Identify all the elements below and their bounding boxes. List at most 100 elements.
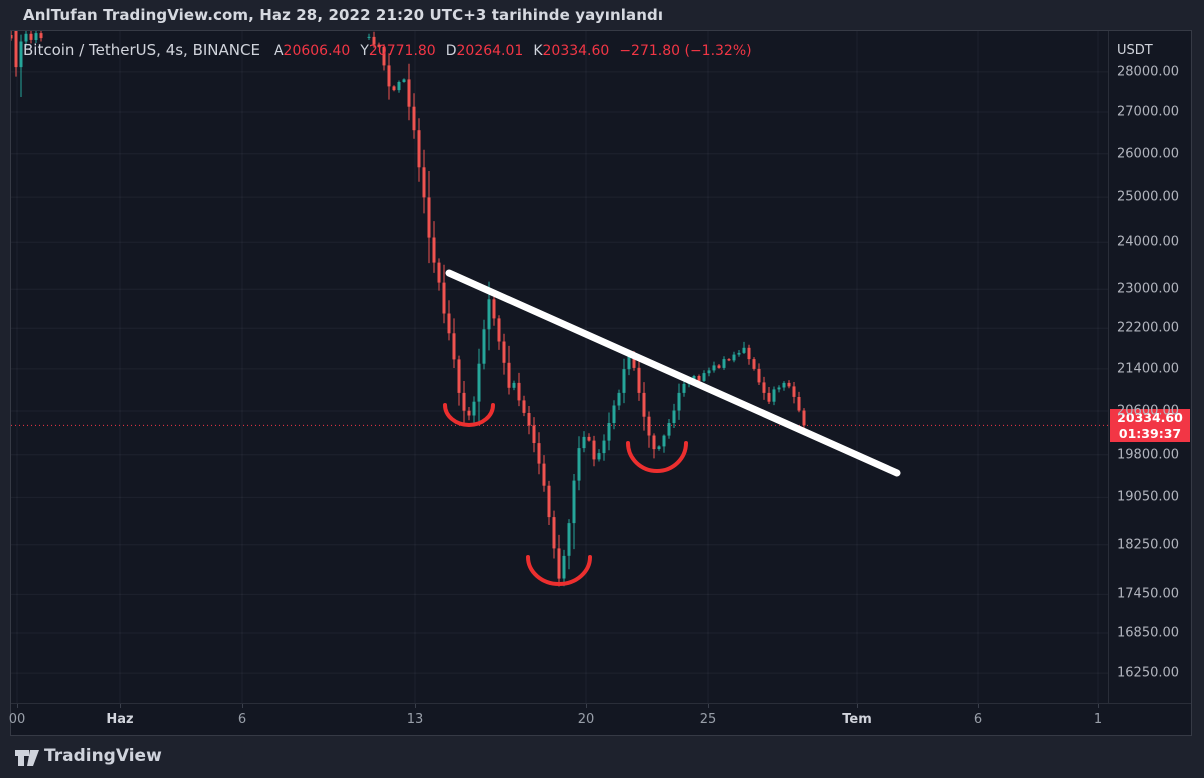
candle-body — [34, 33, 38, 40]
time-tick-label: 20 — [577, 712, 595, 727]
time-tick-label: 25 — [699, 712, 717, 727]
candle-body — [597, 453, 601, 460]
price-axis-currency: USDT — [1117, 43, 1153, 58]
candle-body — [14, 31, 18, 68]
candle-body — [537, 443, 541, 464]
candle-body — [692, 376, 696, 381]
last-price-badge: 20334.60 01:39:37 — [1110, 409, 1190, 443]
price-tick-label: 18250.00 — [1117, 537, 1180, 553]
candle-body — [24, 33, 28, 42]
candle-body — [19, 41, 23, 68]
candle-body — [562, 555, 566, 579]
arc-drawing[interactable] — [443, 403, 495, 427]
candle-body — [377, 44, 381, 47]
time-tick-mark — [586, 704, 587, 708]
time-tick-mark — [978, 704, 979, 708]
candle-body — [607, 423, 611, 441]
candle-body — [612, 405, 616, 423]
price-tick-label: 19050.00 — [1117, 489, 1180, 505]
footer-bar: TradingView — [0, 737, 1204, 778]
time-tick-label: 6 — [973, 712, 983, 727]
candle-body — [782, 382, 786, 388]
candle-body — [487, 299, 491, 330]
candle-body — [587, 436, 591, 441]
trendline-drawing[interactable] — [445, 269, 901, 477]
candlestick-chart — [11, 31, 1108, 703]
time-tick-mark — [242, 704, 243, 708]
legend-close: K20334.60 — [533, 43, 610, 59]
candle-body — [382, 46, 386, 66]
candle-body — [457, 359, 461, 393]
candle-body — [657, 446, 661, 449]
price-tick-label: 17450.00 — [1117, 586, 1180, 602]
candle-body — [517, 382, 521, 401]
candle-body — [392, 86, 396, 91]
candle-body — [722, 359, 726, 368]
time-tick-label: Haz — [106, 712, 134, 727]
candle-body — [502, 341, 506, 363]
candle-body — [677, 392, 681, 411]
price-tick-label: 20600.00 — [1117, 403, 1180, 419]
price-tick-label: 26000.00 — [1117, 146, 1180, 162]
candle-body — [557, 548, 561, 579]
chart-widget: Bitcoin / TetherUS, 4s, BINANCE A20606.40… — [8, 30, 1192, 736]
candle-body — [447, 313, 451, 334]
candle-body — [367, 36, 371, 38]
candle-body — [29, 33, 33, 40]
legend-change: −271.80 (−1.32%) — [619, 43, 752, 59]
price-tick-label: 27000.00 — [1117, 104, 1180, 120]
chart-legend: Bitcoin / TetherUS, 4s, BINANCE A20606.40… — [23, 41, 752, 59]
time-tick-mark — [17, 704, 18, 708]
candle-body — [592, 440, 596, 460]
time-axis[interactable]: 00 Haz 6 13 20 25 Tem 6 1 — [8, 703, 1191, 735]
candle-body — [737, 352, 741, 355]
candle-body — [432, 237, 436, 263]
time-tick-mark — [708, 704, 709, 708]
candle-body — [437, 262, 441, 283]
legend-open: A20606.40 — [273, 43, 351, 59]
candle-body — [747, 347, 751, 360]
last-price-value: 20334.60 — [1117, 410, 1183, 426]
time-tick-mark — [415, 704, 416, 708]
candle-body — [622, 369, 626, 393]
tradingview-logo-icon — [15, 750, 39, 766]
price-tick-label: 16850.00 — [1117, 625, 1180, 641]
candle-body — [39, 33, 43, 39]
time-tick-label: 6 — [237, 712, 247, 727]
candle-body — [527, 413, 531, 426]
candle-body — [472, 401, 476, 416]
candle-body — [452, 333, 456, 360]
candle-body — [477, 363, 481, 402]
arc-drawing[interactable] — [526, 555, 592, 586]
attribution-text: AnlTufan TradingView.com, Haz 28, 2022 2… — [23, 6, 664, 24]
chart-pane[interactable]: Bitcoin / TetherUS, 4s, BINANCE A20606.40… — [11, 31, 1108, 703]
legend-high: Y20771.80 — [360, 43, 436, 59]
candle-body — [402, 79, 406, 82]
candle-body — [407, 79, 411, 107]
candle-body — [482, 329, 486, 364]
candle-body — [727, 359, 731, 361]
price-tick-label: 21400.00 — [1117, 361, 1180, 377]
candle-body — [582, 436, 586, 449]
candle-body — [667, 423, 671, 436]
candle-body — [572, 480, 576, 524]
candle-body — [542, 463, 546, 486]
attribution-bar: AnlTufan TradingView.com, Haz 28, 2022 2… — [0, 0, 1204, 30]
candle-body — [467, 410, 471, 416]
candle-body — [767, 392, 771, 402]
candle-body — [422, 167, 426, 198]
candle-body — [757, 368, 761, 383]
time-tick-label: 13 — [406, 712, 424, 727]
candle-body — [462, 392, 466, 411]
time-tick-label: 00 — [8, 712, 26, 727]
price-axis[interactable]: USDT 20334.60 01:39:37 28000.00 27000.00 2… — [1108, 31, 1191, 703]
candle-body — [712, 365, 716, 371]
candle-body — [742, 347, 746, 353]
candle-body — [497, 318, 501, 342]
price-tick-label: 24000.00 — [1117, 234, 1180, 250]
candle-body — [772, 389, 776, 402]
arc-drawing[interactable] — [626, 441, 688, 473]
candle-body — [717, 365, 721, 368]
time-tick-mark — [857, 704, 858, 708]
candle-body — [567, 523, 571, 556]
